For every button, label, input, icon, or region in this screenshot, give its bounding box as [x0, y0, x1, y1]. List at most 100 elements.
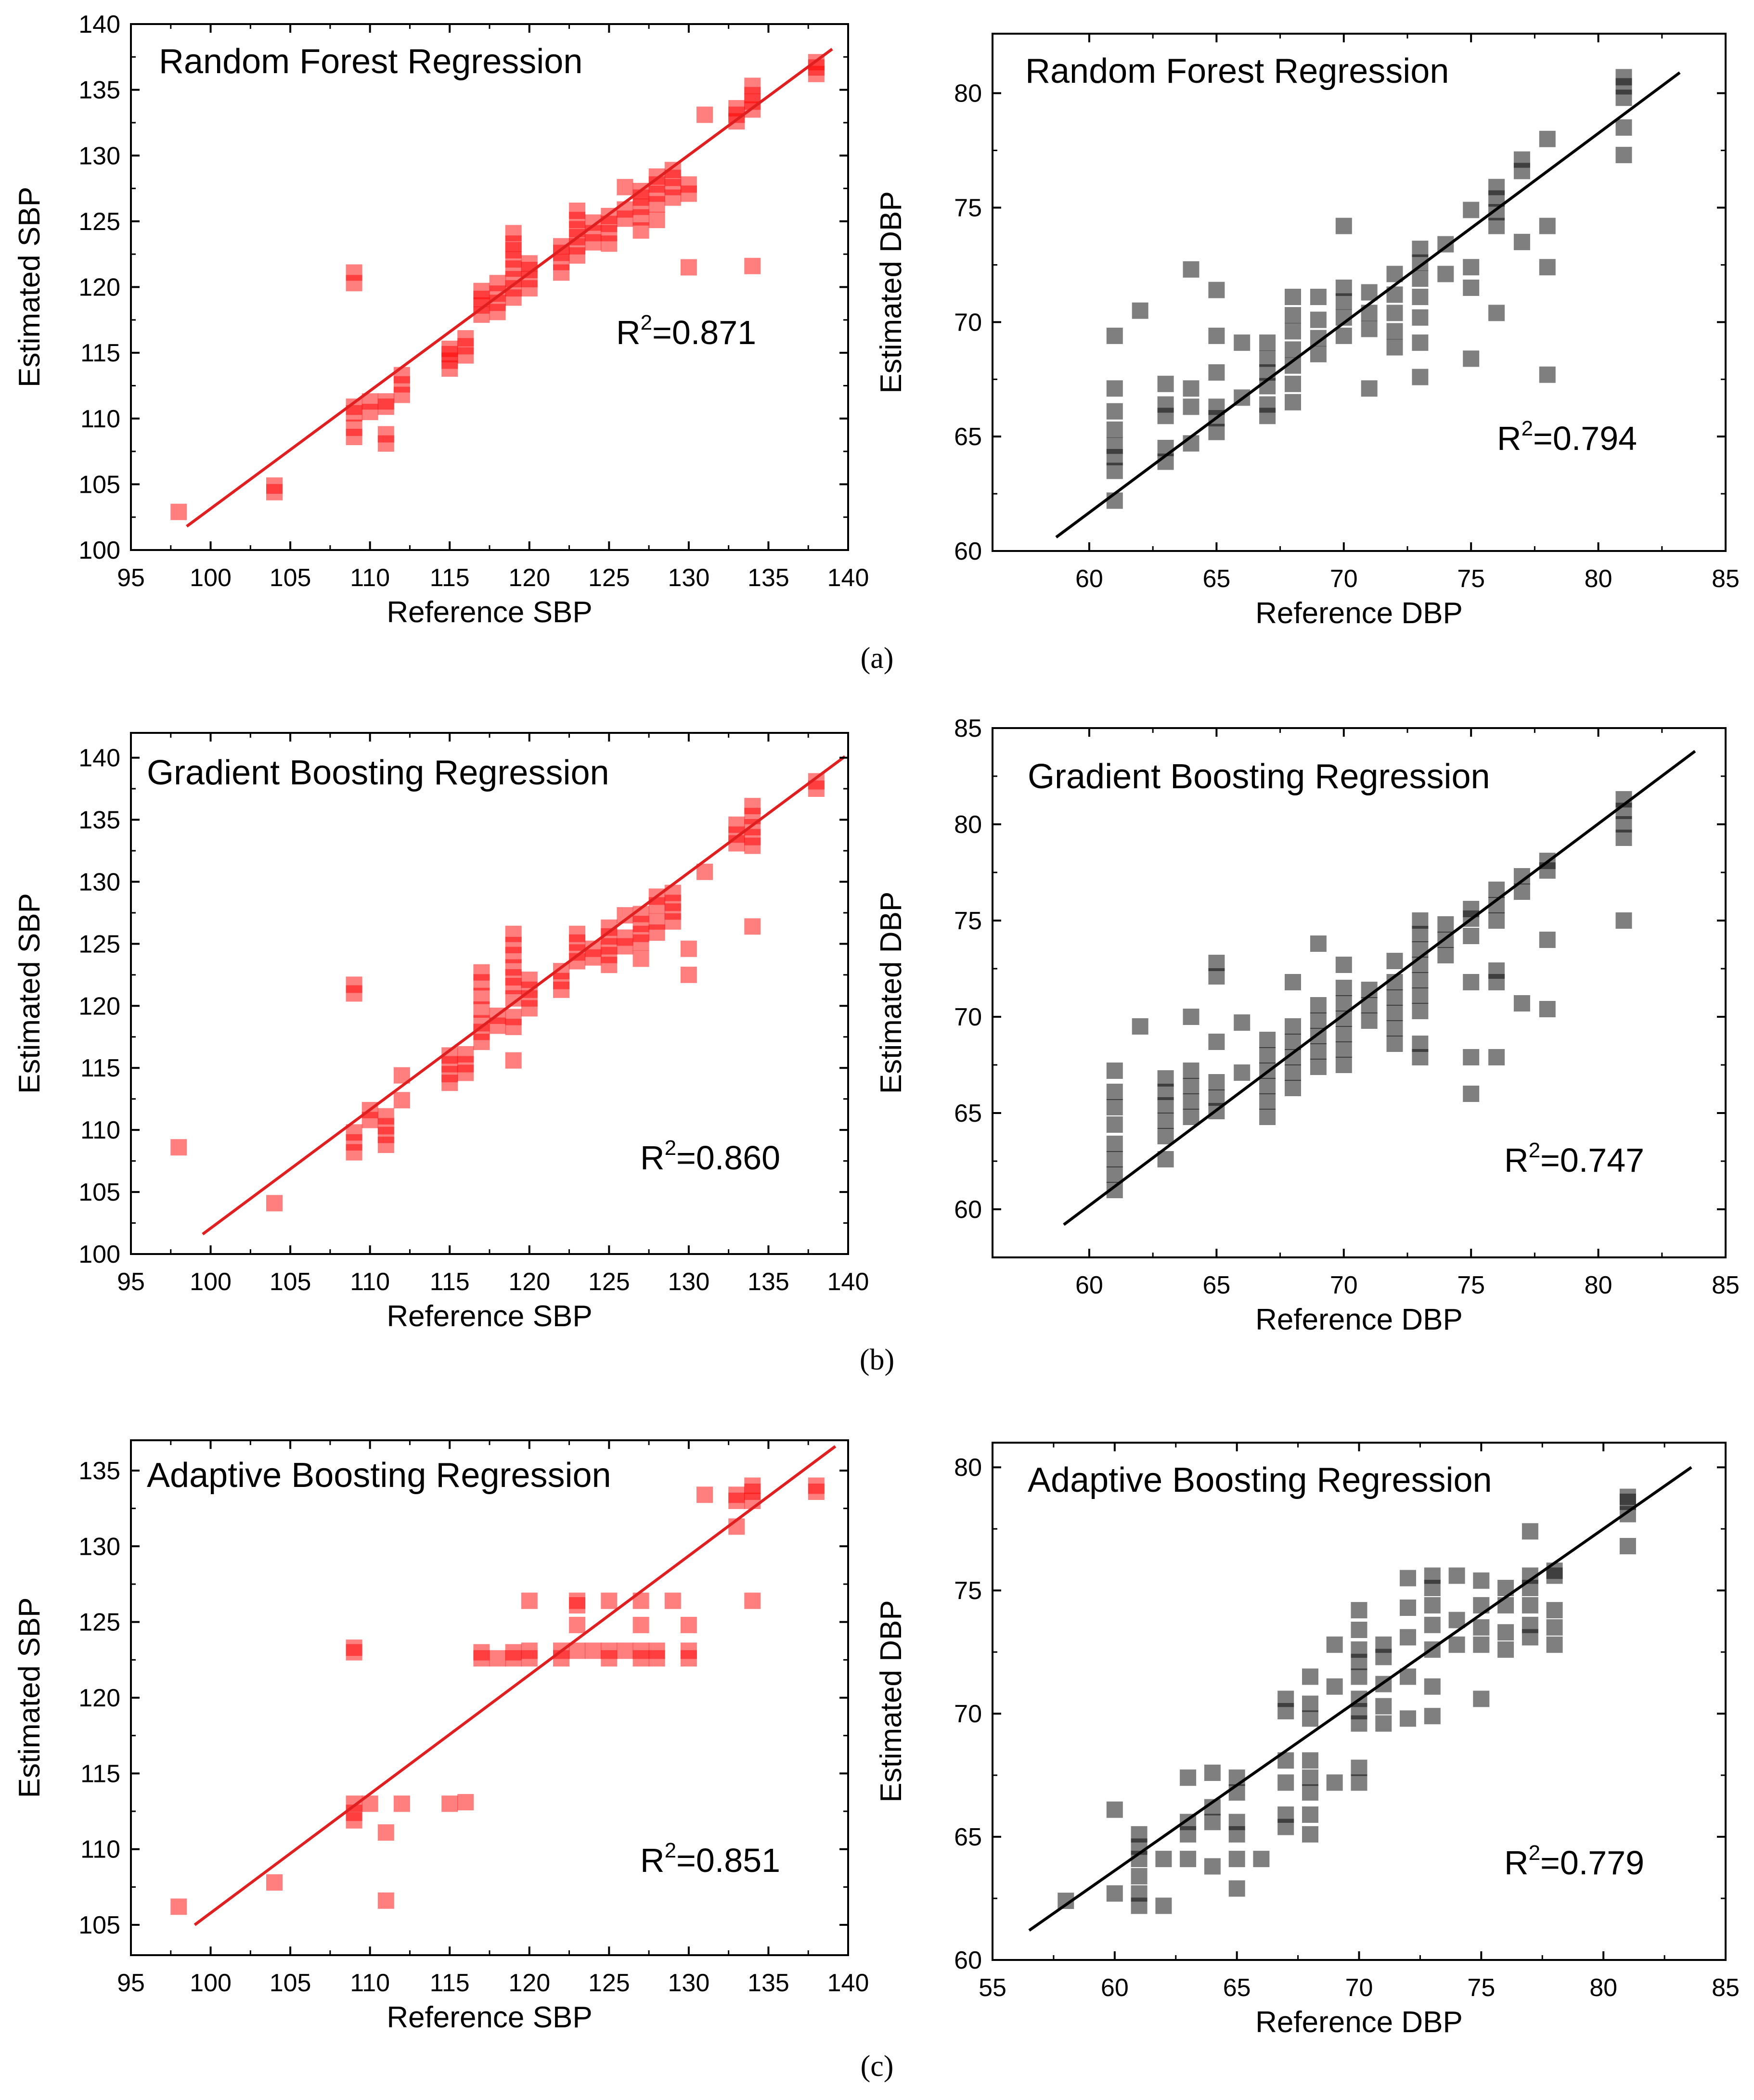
scatter-point	[457, 1046, 474, 1063]
scatter-point	[1208, 955, 1225, 971]
x-tick-label: 95	[117, 1969, 145, 1997]
scatter-point	[1302, 1695, 1318, 1712]
y-axis-label: Estimated DBP	[875, 191, 908, 393]
scatter-point	[1310, 1043, 1327, 1060]
regression-line	[1028, 1466, 1692, 1932]
caption-c: (c)	[861, 2050, 894, 2083]
y-tick-label: 115	[80, 1054, 120, 1082]
scatter-point	[1131, 1868, 1148, 1884]
y-axis-label: Estimated SBP	[13, 893, 46, 1094]
scatter-point	[744, 257, 761, 274]
x-tick-label: 65	[1202, 1271, 1230, 1299]
scatter-point	[1463, 928, 1480, 944]
scatter-point	[1183, 380, 1199, 397]
y-tick-label: 80	[954, 811, 982, 839]
x-tick-label: 140	[827, 1268, 869, 1296]
r-squared-annotation: R2=0.779	[1504, 1841, 1644, 1882]
r-squared-value: =0.851	[676, 1842, 780, 1879]
r-squared-base: R	[616, 314, 641, 351]
scatter-point	[1157, 1113, 1174, 1129]
scatter-point	[1183, 1009, 1199, 1025]
scatter-point	[1208, 364, 1225, 381]
scatter-point	[1522, 1597, 1538, 1613]
scatter-point	[617, 1642, 633, 1659]
scatter-point	[1437, 266, 1454, 282]
scatter-point	[1285, 1080, 1301, 1096]
scatter-point	[1361, 1012, 1378, 1029]
scatter-point	[569, 1642, 586, 1659]
scatter-point	[1361, 284, 1378, 301]
r-squared-annotation: R2=0.794	[1497, 417, 1637, 457]
scatter-point	[1351, 1759, 1367, 1776]
scatter-point	[1302, 1806, 1318, 1823]
scatter-point	[1400, 1629, 1416, 1646]
scatter-point	[1351, 1602, 1367, 1619]
scatter-point	[1302, 1826, 1318, 1843]
y-tick-label: 135	[78, 77, 120, 104]
scatter-point	[1335, 1041, 1352, 1058]
y-tick-label: 110	[80, 405, 120, 433]
scatter-point	[1106, 1099, 1123, 1115]
r-squared-value: =0.779	[1540, 1844, 1644, 1882]
scatter-point	[1412, 972, 1429, 988]
scatter-point	[1375, 1636, 1392, 1653]
scatter-point	[1285, 1018, 1301, 1035]
x-tick-label: 100	[190, 1268, 232, 1296]
scatter-point	[1335, 218, 1352, 234]
y-tick-label: 105	[78, 1178, 120, 1206]
scatter-points	[170, 1477, 825, 1915]
y-axis-label: Estimated DBP	[875, 1600, 908, 1802]
scatter-point	[1386, 989, 1403, 1006]
scatter-point	[1183, 398, 1199, 415]
scatter-point	[648, 913, 665, 930]
r-squared-sup: 2	[1522, 417, 1533, 440]
scatter-point	[1208, 1089, 1225, 1106]
scatter-point	[1335, 1026, 1352, 1042]
r-squared-base: R	[640, 1139, 665, 1177]
scatter-point	[696, 106, 713, 123]
scatter-point	[1448, 1567, 1465, 1584]
scatter-point	[393, 1795, 410, 1812]
scatter-point	[1619, 1538, 1636, 1554]
y-tick-label: 100	[78, 537, 120, 564]
y-tick-label: 140	[78, 744, 120, 772]
y-tick-label: 125	[78, 208, 120, 236]
scatter-point	[393, 367, 410, 384]
y-tick-label: 100	[78, 1241, 120, 1268]
scatter-point	[1106, 437, 1123, 454]
scatter-point	[1180, 1769, 1197, 1786]
x-tick-label: 55	[979, 1974, 1006, 2002]
scatter-point	[1310, 289, 1327, 305]
x-tick-label: 115	[430, 1268, 470, 1296]
scatter-point	[441, 340, 458, 357]
scatter-point	[680, 259, 697, 276]
r-squared-base: R	[1497, 420, 1522, 457]
scatter-point	[1310, 346, 1327, 362]
scatter-point	[1259, 1093, 1276, 1110]
scatter-point	[1234, 1064, 1251, 1081]
scatter-point	[441, 1795, 458, 1812]
scatter-point	[632, 950, 649, 967]
scatter-point	[1106, 1116, 1123, 1133]
r-squared-value: =0.747	[1540, 1141, 1644, 1179]
scatter-point	[1424, 1678, 1441, 1695]
chart-panel-b-left: 95 100 105 110 115 120 125 130 135 14010010511011…	[13, 732, 869, 1333]
scatter-point	[1132, 1018, 1148, 1035]
x-axis-label: Reference DBP	[1255, 597, 1463, 630]
y-tick-label: 130	[78, 142, 120, 170]
scatter-point	[1310, 997, 1327, 1013]
regression-line	[202, 755, 846, 1236]
r-squared-annotation: R2=0.871	[616, 311, 756, 351]
y-tick-label: 135	[78, 807, 120, 834]
scatter-points	[1058, 1488, 1636, 1914]
y-tick-label: 105	[78, 1911, 120, 1939]
scatter-point	[1302, 1752, 1318, 1769]
scatter-point	[1448, 1636, 1465, 1653]
scatter-point	[1259, 364, 1276, 381]
scatter-point	[1351, 1641, 1367, 1658]
x-tick-label: 125	[588, 564, 630, 592]
scatter-point	[1106, 1136, 1123, 1152]
scatter-point	[1310, 1012, 1327, 1029]
x-tick-label: 105	[270, 1268, 311, 1296]
scatter-point	[1351, 1668, 1367, 1685]
